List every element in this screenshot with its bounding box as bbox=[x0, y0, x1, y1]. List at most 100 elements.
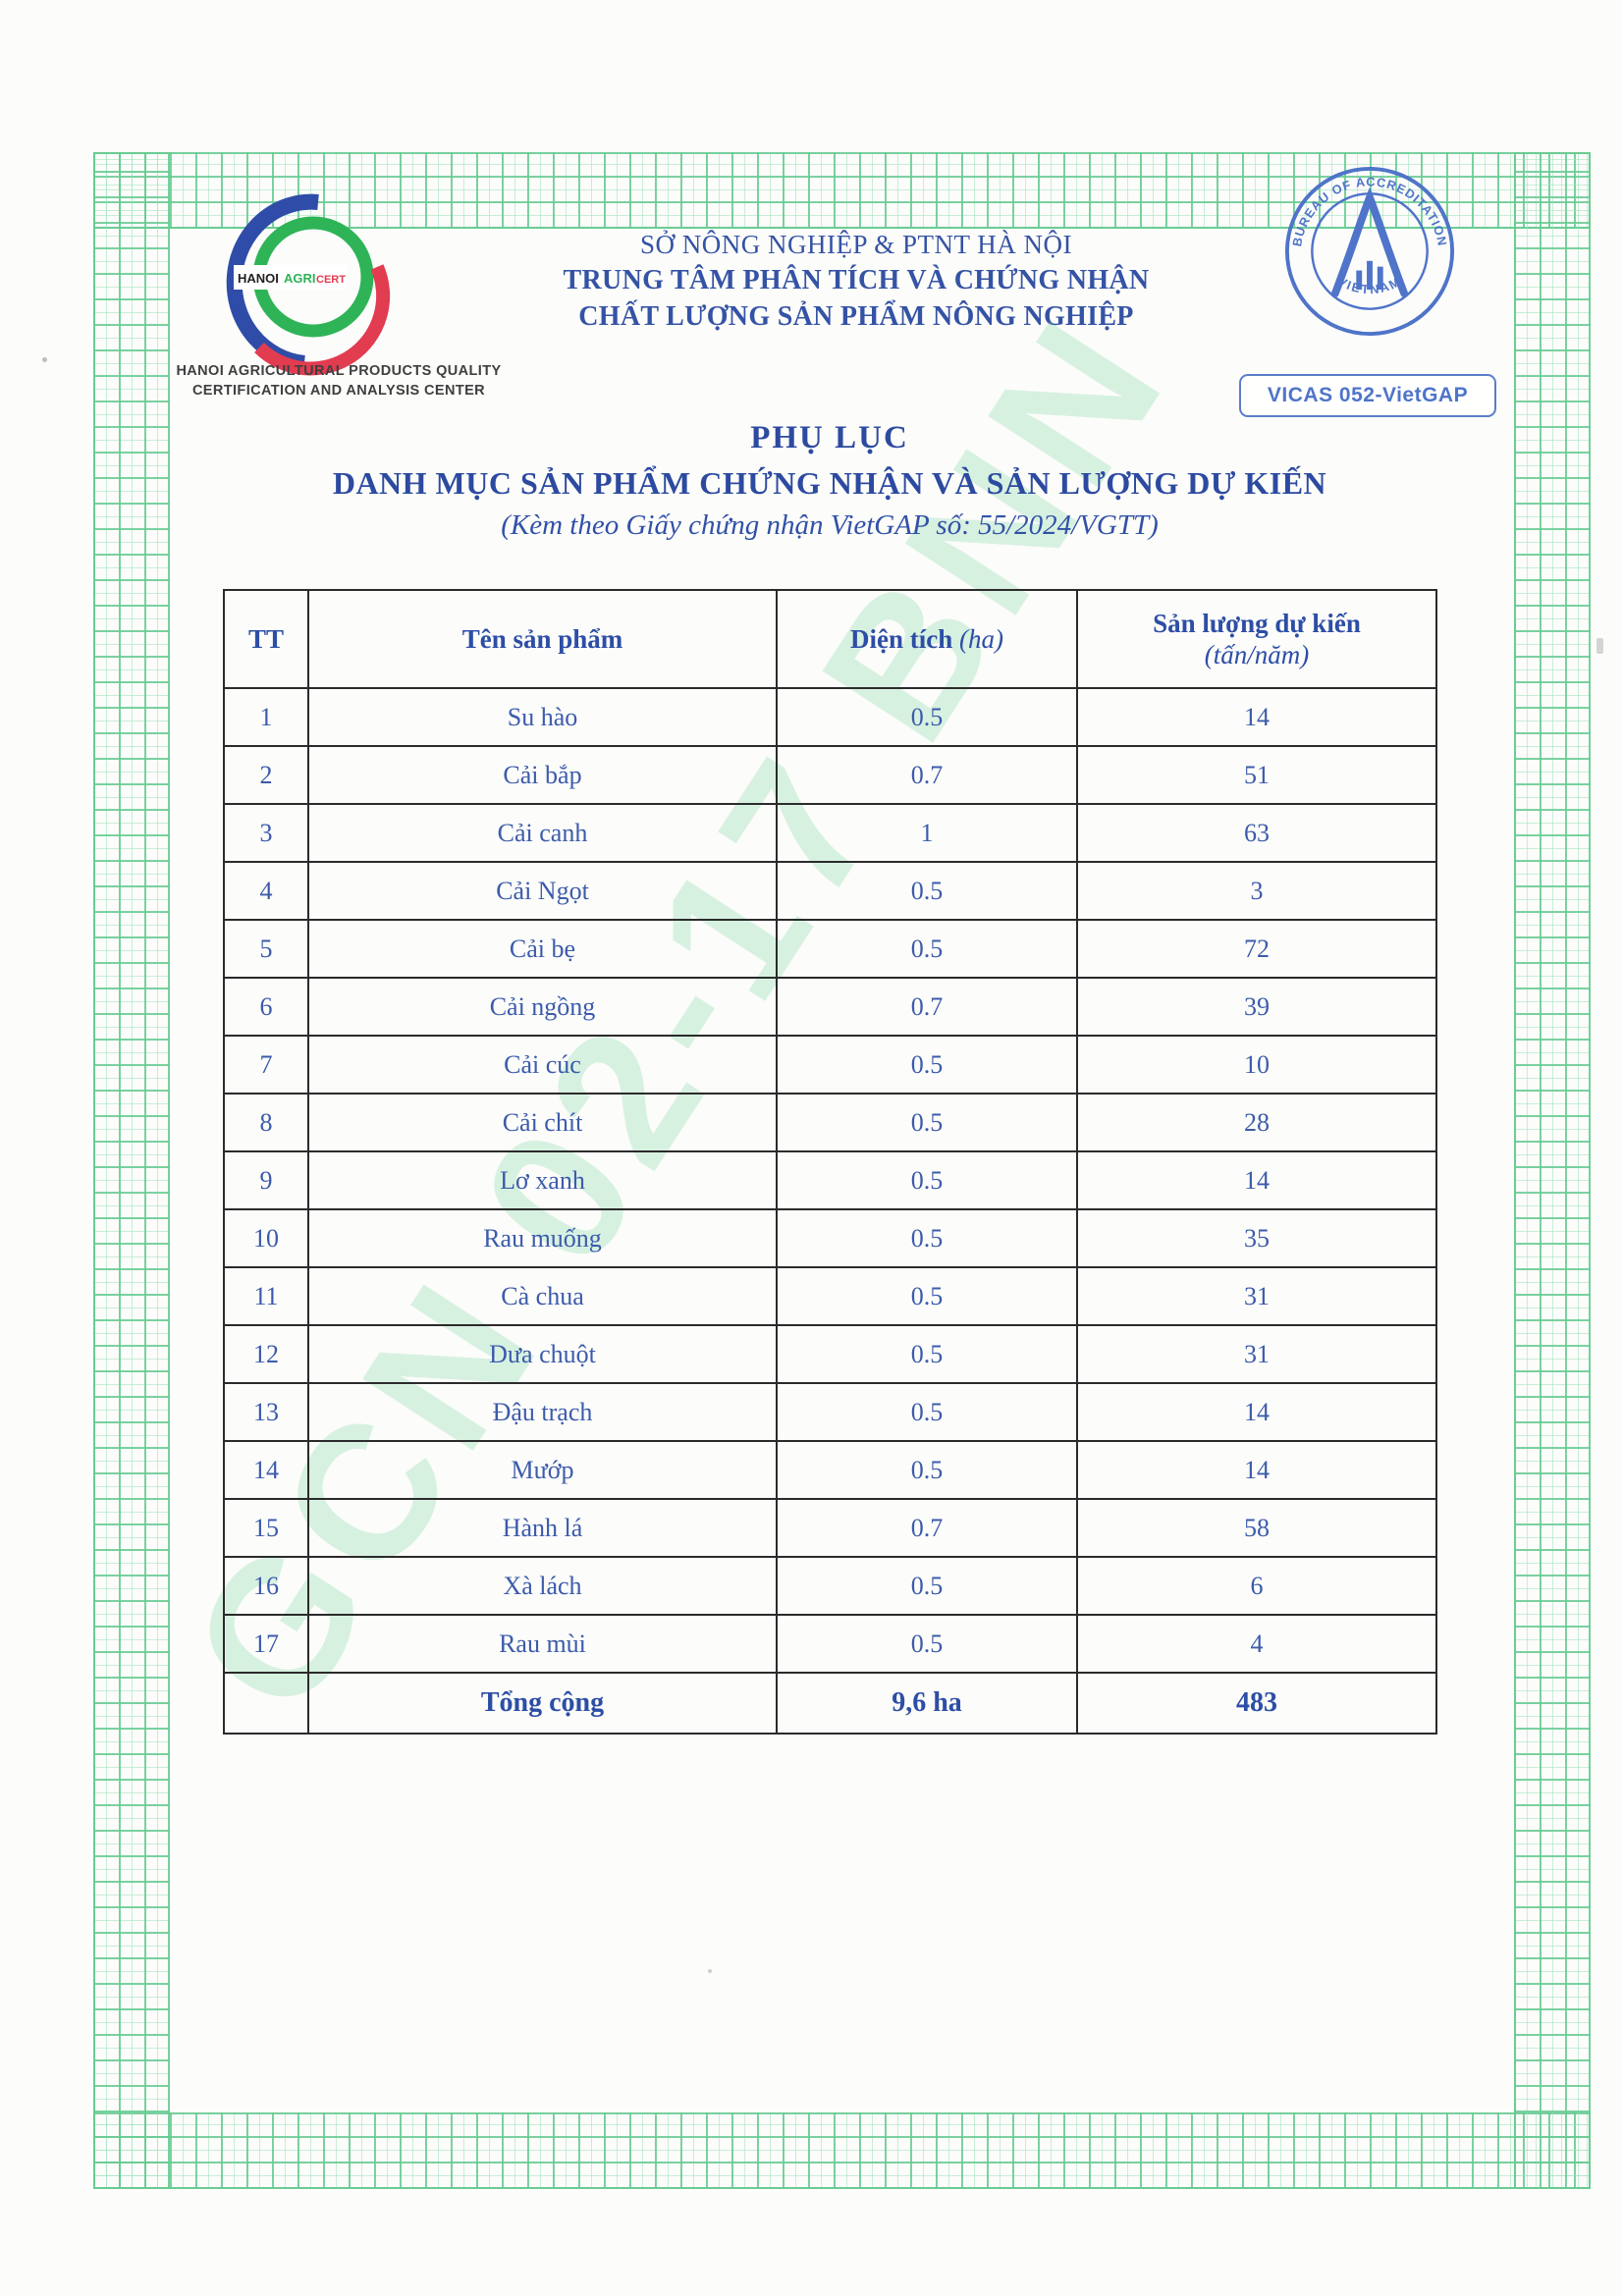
table-row: 7 Cải cúc 0.5 10 bbox=[223, 1035, 1437, 1095]
cell-yield: 31 bbox=[1076, 1266, 1437, 1326]
cell-area: 0.7 bbox=[776, 1498, 1078, 1558]
cell-yield: 14 bbox=[1076, 1150, 1437, 1210]
cell-yield: 39 bbox=[1076, 977, 1437, 1037]
document-title-block: PHỤ LỤC DANH MỤC SẢN PHẨM CHỨNG NHẬN VÀ … bbox=[177, 420, 1483, 542]
cell-name: Cải canh bbox=[307, 803, 778, 863]
cell-name: Rau mùi bbox=[307, 1614, 778, 1674]
products-table-wrap: TT Tên sản phẩm Diện tích (ha) Sản lượng… bbox=[223, 589, 1437, 1735]
cell-area: 0.5 bbox=[776, 1382, 1078, 1442]
cell-tt: 3 bbox=[223, 803, 309, 863]
cell-tt: 14 bbox=[223, 1440, 309, 1500]
cell-yield: 72 bbox=[1076, 919, 1437, 979]
cell-area: 0.5 bbox=[776, 1035, 1078, 1095]
cell-yield: 28 bbox=[1076, 1093, 1437, 1152]
products-table: TT Tên sản phẩm Diện tích (ha) Sản lượng… bbox=[223, 589, 1437, 1735]
cell-area: 0.5 bbox=[776, 1093, 1078, 1152]
total-row: Tổng cộng 9,6 ha 483 bbox=[223, 1672, 1437, 1735]
cell-name: Cải chít bbox=[307, 1093, 778, 1152]
table-row: 1 Su hào 0.5 14 bbox=[223, 687, 1437, 747]
table-row: 15 Hành lá 0.7 58 bbox=[223, 1498, 1437, 1558]
cell-area: 0.5 bbox=[776, 1440, 1078, 1500]
cell-tt: 13 bbox=[223, 1382, 309, 1442]
scan-speck bbox=[1596, 638, 1603, 654]
product-list-title: DANH MỤC SẢN PHẨM CHỨNG NHẬN VÀ SẢN LƯỢN… bbox=[332, 465, 1327, 501]
bureau-of-accreditation-seal: BUREAU OF ACCREDITATION VIETNAM bbox=[1283, 165, 1456, 338]
cell-area: 0.7 bbox=[776, 977, 1078, 1037]
scan-speck bbox=[42, 357, 47, 362]
cell-tt: 4 bbox=[223, 861, 309, 921]
cell-name: Mướp bbox=[307, 1440, 778, 1500]
cell-tt: 2 bbox=[223, 745, 309, 805]
left-caption-line1: HANOI AGRICULTURAL PRODUCTS QUALITY bbox=[176, 363, 502, 379]
cell-tt: 1 bbox=[223, 687, 309, 747]
certificate-reference: (Kèm theo Giấy chứng nhận VietGAP số: 55… bbox=[501, 509, 1159, 541]
cell-area: 0.7 bbox=[776, 745, 1078, 805]
cell-area: 0.5 bbox=[776, 1556, 1078, 1616]
org-line1: SỞ NÔNG NGHIỆP & PTNT HÀ NỘI bbox=[639, 230, 1072, 259]
left-logo-caption: HANOI AGRICULTURAL PRODUCTS QUALITY CERT… bbox=[118, 361, 560, 400]
cell-name: Đậu trạch bbox=[307, 1382, 778, 1442]
cell-area: 1 bbox=[776, 803, 1078, 863]
cell-yield: 51 bbox=[1076, 745, 1437, 805]
hanoi-agricert-logo-icon: HANOI AGRI CERT bbox=[226, 193, 391, 376]
cell-area: 0.5 bbox=[776, 1614, 1078, 1674]
table-row: 8 Cải chít 0.5 28 bbox=[223, 1093, 1437, 1152]
hanoi-agricert-logo: HANOI AGRI CERT bbox=[208, 187, 395, 383]
col-header-area-label: Diện tích bbox=[850, 624, 953, 654]
appendix-title: PHỤ LỤC bbox=[750, 420, 909, 455]
table-row: 14 Mướp 0.5 14 bbox=[223, 1440, 1437, 1500]
table-body: 1 Su hào 0.5 14 2 Cải bắp 0.7 51 3 Cải canh 1 63 4 Cả… bbox=[223, 687, 1437, 1674]
table-row: 11 Cà chua 0.5 31 bbox=[223, 1266, 1437, 1326]
cell-area: 0.5 bbox=[776, 861, 1078, 921]
table-row: 3 Cải canh 1 63 bbox=[223, 803, 1437, 863]
cell-name: Cải bắp bbox=[307, 745, 778, 805]
col-header-area: Diện tích (ha) bbox=[776, 589, 1078, 689]
chain-border-left bbox=[93, 152, 170, 2189]
cell-tt: 6 bbox=[223, 977, 309, 1037]
cell-name: Cà chua bbox=[307, 1266, 778, 1326]
chain-border-bottom bbox=[93, 2112, 1591, 2189]
total-empty-cell bbox=[223, 1672, 309, 1735]
cell-area: 0.5 bbox=[776, 687, 1078, 747]
org-line2: TRUNG TÂM PHÂN TÍCH VÀ CHỨNG NHẬN bbox=[563, 265, 1150, 295]
cell-yield: 63 bbox=[1076, 803, 1437, 863]
cell-tt: 8 bbox=[223, 1093, 309, 1152]
logo-text-agri: AGRI bbox=[284, 271, 316, 286]
cell-name: Cải cúc bbox=[307, 1035, 778, 1095]
cell-name: Rau muống bbox=[307, 1208, 778, 1268]
cell-tt: 12 bbox=[223, 1324, 309, 1384]
table-row: 6 Cải ngồng 0.7 39 bbox=[223, 977, 1437, 1037]
cell-area: 0.5 bbox=[776, 1150, 1078, 1210]
chain-border-right bbox=[1514, 152, 1591, 2189]
cell-yield: 14 bbox=[1076, 1382, 1437, 1442]
table-row: 12 Dưa chuột 0.5 31 bbox=[223, 1324, 1437, 1384]
logo-text-hanoi: HANOI bbox=[238, 271, 279, 286]
left-caption-line2: CERTIFICATION AND ANALYSIS CENTER bbox=[191, 383, 486, 399]
cell-yield: 14 bbox=[1076, 1440, 1437, 1500]
total-area: 9,6 ha bbox=[776, 1672, 1078, 1735]
cell-yield: 3 bbox=[1076, 861, 1437, 921]
cell-tt: 7 bbox=[223, 1035, 309, 1095]
table-row: 9 Lơ xanh 0.5 14 bbox=[223, 1150, 1437, 1210]
organization-header: SỞ NÔNG NGHIỆP & PTNT HÀ NỘI TRUNG TÂM P… bbox=[503, 230, 1210, 333]
table-row: 10 Rau muống 0.5 35 bbox=[223, 1208, 1437, 1268]
cell-tt: 10 bbox=[223, 1208, 309, 1268]
cell-tt: 5 bbox=[223, 919, 309, 979]
table-header-row: TT Tên sản phẩm Diện tích (ha) Sản lượng… bbox=[223, 589, 1437, 689]
cell-name: Xà lách bbox=[307, 1556, 778, 1616]
col-header-yield: Sản lượng dự kiến (tấn/năm) bbox=[1076, 589, 1437, 689]
table-row: 16 Xà lách 0.5 6 bbox=[223, 1556, 1437, 1616]
cell-tt: 17 bbox=[223, 1614, 309, 1674]
cell-name: Cải Ngọt bbox=[307, 861, 778, 921]
cell-yield: 10 bbox=[1076, 1035, 1437, 1095]
org-line3: CHẤT LƯỢNG SẢN PHẨM NÔNG NGHIỆP bbox=[578, 301, 1134, 332]
cell-yield: 58 bbox=[1076, 1498, 1437, 1558]
accreditation-seal-icon: BUREAU OF ACCREDITATION VIETNAM bbox=[1284, 166, 1455, 337]
cell-tt: 11 bbox=[223, 1266, 309, 1326]
cell-yield: 4 bbox=[1076, 1614, 1437, 1674]
table-row: 17 Rau mùi 0.5 4 bbox=[223, 1614, 1437, 1674]
chain-border-top bbox=[93, 152, 1591, 229]
scan-speck bbox=[708, 1969, 712, 1973]
cell-name: Hành lá bbox=[307, 1498, 778, 1558]
